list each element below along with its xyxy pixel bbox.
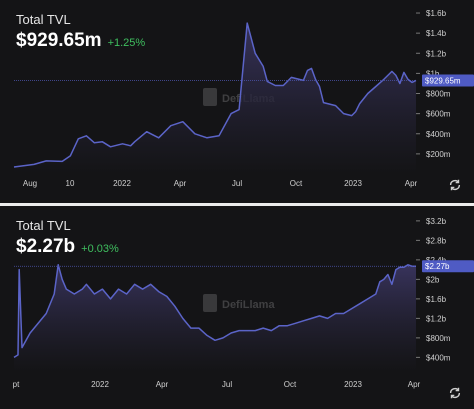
y-tick-label: $2b bbox=[426, 275, 440, 284]
y-tick-label: $2.8b bbox=[426, 236, 447, 245]
tvl-value-row: $929.65m +1.25% bbox=[16, 30, 145, 52]
tvl-value: $2.27b bbox=[16, 236, 76, 257]
x-tick-label: Oct bbox=[284, 380, 297, 389]
x-tick-label: 10 bbox=[66, 179, 75, 188]
x-tick-label: 2023 bbox=[344, 380, 362, 389]
svg-text:$929.65m: $929.65m bbox=[425, 76, 461, 85]
x-tick-label: 2023 bbox=[344, 179, 362, 188]
y-tick-label: $3.2b bbox=[426, 217, 447, 226]
tvl-chart-panel-top: DefiLlama$200m$400m$600m$800m$1b$1.2b$1.… bbox=[0, 0, 474, 203]
x-tick-label: Apr bbox=[408, 380, 421, 389]
defillama-logo bbox=[203, 294, 217, 312]
watermark: DefiLlama bbox=[203, 294, 275, 312]
tvl-series-line bbox=[13, 264, 416, 359]
y-tick-label: $400m bbox=[426, 130, 451, 139]
chart-title: Total TVL bbox=[16, 12, 71, 27]
tvl-area-fill bbox=[14, 23, 416, 174]
y-tick-label: $800m bbox=[426, 90, 451, 99]
x-tick-label: Jul bbox=[232, 179, 242, 188]
x-tick-label: Aug bbox=[23, 179, 37, 188]
y-tick-label: $600m bbox=[426, 110, 451, 119]
y-tick-label: $400m bbox=[426, 353, 451, 362]
last-value-label: $929.65m bbox=[422, 74, 474, 87]
tvl-area-chart-top[interactable]: DefiLlama$200m$400m$600m$800m$1b$1.2b$1.… bbox=[0, 0, 474, 203]
last-value-label: $2.27b bbox=[422, 260, 474, 273]
tvl-chart-panel-bottom: DefiLlama$400m$800m$1.2b$1.6b$2b$2.4b$2.… bbox=[0, 206, 474, 409]
x-tick-label: Apr bbox=[174, 179, 187, 188]
tvl-series-line bbox=[13, 22, 417, 168]
tvl-value-row: $2.27b +0.03% bbox=[16, 236, 119, 258]
y-tick-label: $200m bbox=[426, 150, 451, 159]
watermark-text: DefiLlama bbox=[222, 299, 275, 311]
tvl-area-fill bbox=[14, 264, 416, 372]
defillama-logo bbox=[203, 88, 217, 106]
y-tick-label: $1.6b bbox=[426, 9, 447, 18]
tvl-change: +1.25% bbox=[107, 37, 146, 49]
refresh-icon[interactable] bbox=[448, 386, 462, 400]
x-tick-label: Apr bbox=[405, 179, 418, 188]
x-tick-label: 2022 bbox=[113, 179, 131, 188]
x-tick-label: Oct bbox=[290, 179, 303, 188]
chart-title: Total TVL bbox=[16, 218, 71, 233]
y-tick-label: $800m bbox=[426, 334, 451, 343]
x-tick-label: Apr bbox=[156, 380, 169, 389]
tvl-area-chart-bottom[interactable]: DefiLlama$400m$800m$1.2b$1.6b$2b$2.4b$2.… bbox=[0, 206, 474, 409]
tvl-value: $929.65m bbox=[16, 30, 102, 51]
x-tick-label: pt bbox=[13, 380, 20, 389]
y-tick-label: $1.2b bbox=[426, 49, 447, 58]
panel-divider bbox=[0, 203, 474, 206]
refresh-icon[interactable] bbox=[448, 178, 462, 192]
y-tick-label: $1.6b bbox=[426, 295, 447, 304]
x-tick-label: 2022 bbox=[91, 380, 109, 389]
svg-text:$2.27b: $2.27b bbox=[425, 262, 450, 271]
y-tick-label: $1.4b bbox=[426, 29, 447, 38]
y-tick-label: $1b bbox=[426, 69, 440, 78]
x-tick-label: Jul bbox=[222, 380, 232, 389]
y-tick-label: $1.2b bbox=[426, 314, 447, 323]
tvl-change: +0.03% bbox=[81, 243, 119, 255]
